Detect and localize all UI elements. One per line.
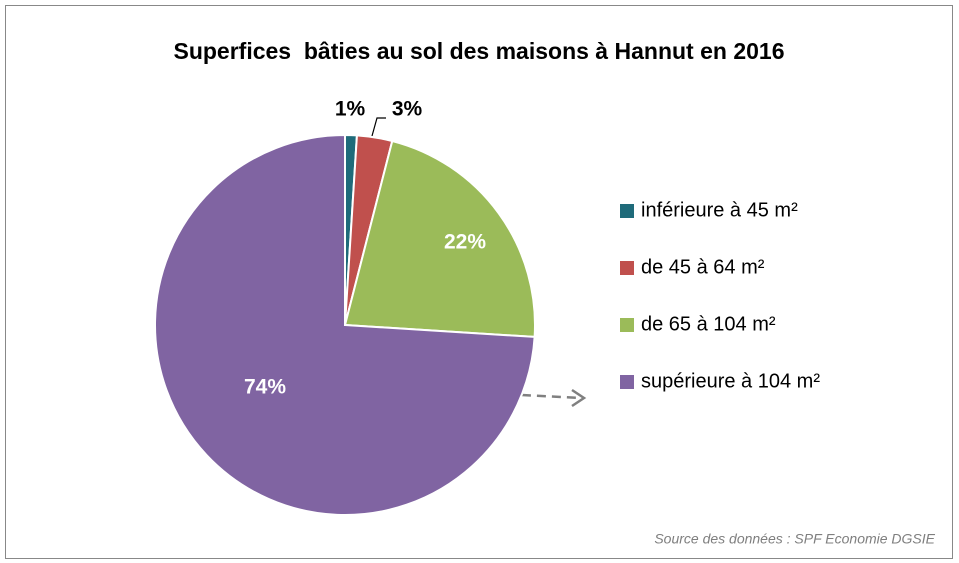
arrow-head	[571, 388, 587, 408]
data-label: 74%	[244, 376, 286, 399]
legend-label: inférieure à 45 m²	[641, 199, 798, 221]
source-note: Source des données : SPF Economie DGSIE	[654, 531, 935, 547]
pie-slice	[154, 133, 536, 516]
leader-line	[371, 117, 386, 137]
legend-swatch	[620, 375, 634, 389]
legend-label: supérieure à 104 m²	[641, 370, 820, 392]
data-label: 1%	[335, 98, 366, 121]
data-label: 3%	[392, 98, 423, 121]
legend-swatch	[620, 261, 634, 275]
chart-title: Superfices bâties au sol des maisons à H…	[173, 38, 784, 64]
legend-swatch	[620, 318, 634, 332]
data-label: 22%	[444, 231, 486, 254]
legend-label: de 45 à 64 m²	[641, 256, 765, 278]
pie-slice	[343, 139, 536, 338]
legend-swatch	[620, 204, 634, 218]
legend-label: de 65 à 104 m²	[641, 313, 776, 335]
